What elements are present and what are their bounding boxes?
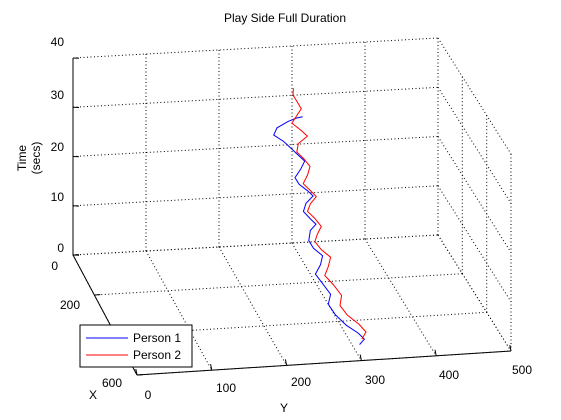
floor-grid-line (364, 238, 437, 357)
back-wall-grid-line (72, 86, 439, 108)
x-axis-label: X (89, 388, 97, 402)
legend-box (79, 324, 193, 368)
z-tick-label: 40 (51, 35, 65, 49)
y-tick-mark (359, 354, 362, 361)
floor-grid-line (218, 246, 288, 366)
y-tick-mark (509, 344, 512, 352)
series-lines (273, 88, 367, 345)
floor-grid-line (115, 311, 487, 336)
z-tick-label: 10 (51, 190, 65, 204)
back-wall-grid-line (72, 185, 439, 207)
side-wall-grid-line (437, 234, 512, 352)
side-wall-grid-line (437, 185, 512, 303)
tick-labels: 0 10 20 30 40 0 200 600 0 100 200 300 40… (51, 35, 533, 402)
z-tick-label: 0 (57, 241, 64, 255)
back-wall-grid-line (72, 37, 439, 59)
floor-grid-line (94, 273, 463, 296)
y-tick-mark (135, 368, 138, 376)
y-tick-mark (284, 359, 288, 366)
series-line-person-1 (273, 116, 366, 345)
x-tick-label: 600 (102, 376, 122, 390)
z-tick-label: 20 (51, 140, 65, 154)
x-tick-label: 200 (60, 298, 80, 312)
legend: Person 1 Person 2 (79, 324, 193, 368)
legend-label-person-2: Person 2 (133, 348, 181, 362)
z-axis-label-units: (secs) (29, 142, 43, 175)
legend-label-person-1: Person 1 (133, 331, 181, 345)
chart-title: Play Side Full Duration (224, 11, 346, 25)
z-axis-label: Time (15, 145, 29, 172)
back-wall-grid-line (72, 136, 439, 157)
y-tick-mark (210, 364, 213, 371)
side-wall-grid-line (437, 37, 512, 155)
y-axis-line (136, 350, 512, 376)
y-tick-label: 400 (439, 368, 459, 382)
grid-lines (72, 37, 512, 376)
y-tick-label: 300 (365, 373, 385, 387)
back-wall-grid-line (72, 234, 439, 256)
x-tick-label: 0 (51, 259, 58, 273)
series-line-person-2 (291, 88, 367, 340)
z-tick-label: 30 (51, 88, 65, 102)
y-tick-label: 200 (291, 375, 311, 389)
floor-grid-line (291, 242, 362, 361)
y-tick-mark (434, 349, 437, 356)
y-tick-label: 0 (145, 388, 152, 402)
y-tick-label: 500 (512, 363, 532, 377)
side-wall-grid-line (437, 136, 512, 253)
y-tick-label: 100 (216, 381, 236, 395)
y-axis-label: Y (280, 401, 288, 415)
side-wall-grid-line (437, 87, 512, 204)
